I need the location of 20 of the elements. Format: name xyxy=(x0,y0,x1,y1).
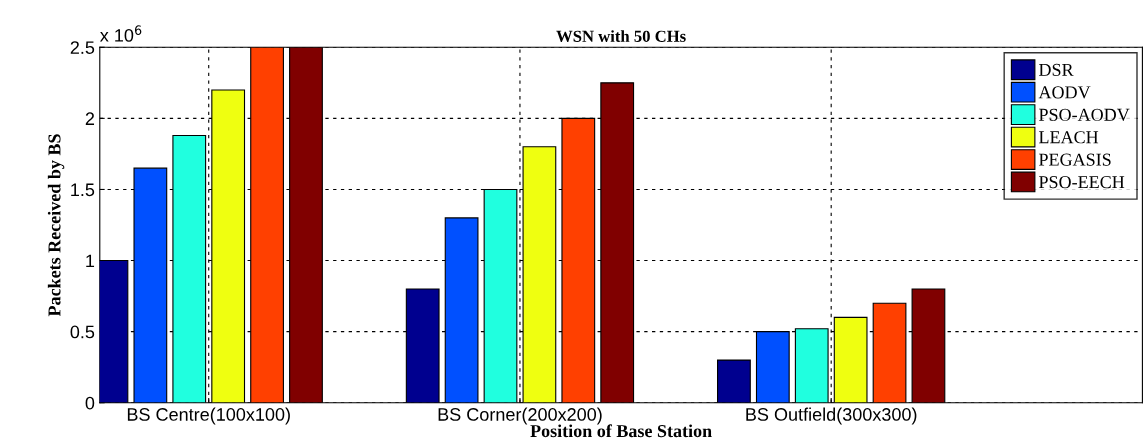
y-tick-label: 2.5 xyxy=(70,41,95,54)
y-tick-label: 0 xyxy=(85,396,95,410)
x-tick-label: BS Centre(100x100) xyxy=(127,407,290,425)
y-tick-label: 1.5 xyxy=(71,183,95,197)
legend-label: AODV xyxy=(1038,86,1091,99)
y-axis-title: Packets Received by BS xyxy=(47,134,65,317)
legend-label: PSO-AODV xyxy=(1039,108,1130,121)
x-axis-title: Position of Base Station xyxy=(530,424,712,438)
text: x 10$^{6}$ xyxy=(99,25,142,42)
legend-label: DSR xyxy=(1039,63,1074,76)
legend-label: PEGASIS xyxy=(1039,153,1111,166)
legend-label: PSO-EECH xyxy=(1039,176,1125,189)
y-tick-label: 1 xyxy=(86,254,95,268)
bar xyxy=(717,359,751,403)
y-tick-label: 2 xyxy=(85,112,95,125)
y-tick-label: 0.5 xyxy=(70,325,95,339)
x-tick-label: BS Outfield(300x300) xyxy=(746,407,917,425)
x-tick-label: BS Corner(200x200) xyxy=(438,407,602,425)
chart-title: WSN with 50 CHs xyxy=(556,30,686,42)
legend-label: LEACH xyxy=(1039,131,1099,144)
